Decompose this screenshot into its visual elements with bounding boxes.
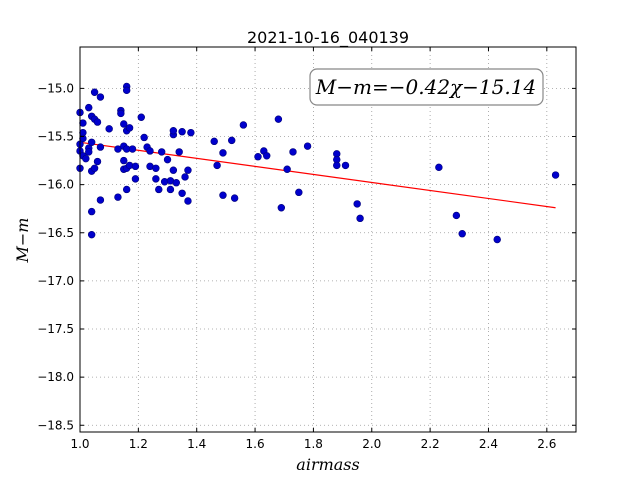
annotation-frame: [309, 68, 544, 106]
y-tick-label: −16.0: [37, 178, 74, 192]
data-point: [90, 164, 99, 172]
data-point: [178, 189, 186, 198]
data-point: [166, 185, 175, 194]
data-point: [93, 118, 102, 126]
data-point: [333, 161, 341, 170]
data-point: [551, 171, 560, 179]
data-point: [175, 148, 183, 156]
x-tick-label: 1.8: [304, 437, 323, 451]
chart-title: 2021-10-16_040139: [247, 28, 409, 48]
x-axis-label: airmass: [296, 455, 359, 474]
data-point: [169, 127, 178, 135]
y-axis-label: M−m: [13, 218, 32, 264]
data-point: [96, 143, 105, 151]
data-point: [254, 153, 262, 161]
data-point: [87, 138, 96, 146]
data-point: [289, 148, 297, 156]
data-point: [303, 142, 312, 150]
data-point: [187, 128, 195, 137]
data-point: [85, 103, 93, 112]
data-point: [353, 200, 361, 208]
data-point: [152, 164, 160, 172]
y-tick-label: −18.0: [37, 370, 74, 384]
data-point: [219, 149, 227, 157]
annotation-text: M−m=−0.42χ−15.14: [315, 75, 536, 99]
data-point: [114, 145, 122, 153]
data-point: [178, 128, 186, 136]
data-point: [85, 148, 93, 156]
data-point: [120, 120, 128, 128]
data-point: [219, 191, 227, 199]
data-point: [105, 125, 113, 133]
x-tick-label: 2.4: [479, 437, 498, 451]
y-tick-label: −18.5: [37, 418, 74, 432]
data-point: [125, 124, 134, 132]
plot-area: [80, 47, 576, 432]
y-tick-label: −15.5: [37, 130, 74, 144]
data-point: [181, 173, 189, 181]
grid: [79, 47, 576, 432]
data-point: [295, 188, 303, 197]
data-point: [184, 197, 192, 205]
data-point: [283, 165, 291, 173]
data-point: [137, 113, 145, 121]
data-point: [213, 161, 221, 170]
points-layer: [76, 82, 560, 244]
data-point: [172, 179, 180, 187]
plot-frame: [79, 46, 577, 433]
data-point: [263, 152, 271, 160]
data-point: [452, 211, 461, 220]
data-point: [131, 175, 140, 183]
x-tick-label: 2.2: [421, 437, 440, 451]
data-point: [230, 194, 239, 202]
data-point: [93, 157, 102, 166]
data-point: [169, 166, 178, 174]
x-tick-label: 1.2: [129, 437, 148, 451]
data-point: [117, 109, 125, 118]
y-tick-label: −16.5: [37, 226, 74, 240]
data-point: [435, 163, 443, 172]
x-tick-label: 1.6: [246, 437, 265, 451]
data-point: [152, 175, 160, 183]
x-tick-label: 2.0: [362, 437, 381, 451]
data-point: [120, 156, 128, 165]
x-tick-label: 1.0: [70, 437, 89, 451]
data-point: [228, 136, 236, 145]
data-point: [163, 155, 172, 164]
data-point: [79, 119, 87, 127]
data-point: [274, 115, 283, 123]
data-point: [114, 193, 122, 201]
x-tick-label: 2.6: [537, 437, 556, 451]
data-point: [122, 185, 131, 194]
data-point: [155, 185, 163, 194]
data-point: [122, 86, 131, 95]
ticks: 1.0 1.2 1.4 1.6 1.8 2.0 2.2 2.4 2.6 −15.0 −15.5 −16…: [37, 47, 576, 451]
data-point: [131, 162, 140, 171]
data-point: [184, 166, 192, 174]
y-tick-label: −15.0: [37, 81, 74, 95]
data-point: [493, 235, 501, 244]
data-point: [239, 121, 248, 129]
data-point: [146, 147, 154, 155]
annotation-box: M−m=−0.42χ−15.14: [309, 68, 544, 106]
y-tick-label: −17.5: [37, 322, 74, 336]
data-point: [356, 214, 364, 223]
data-point: [96, 196, 105, 204]
data-point: [210, 137, 218, 146]
data-point: [341, 161, 350, 170]
data-point: [96, 93, 105, 101]
data-point: [140, 133, 148, 142]
data-point: [90, 88, 99, 96]
y-tick-label: −17.0: [37, 274, 74, 288]
data-point: [277, 204, 286, 212]
data-point: [458, 230, 466, 238]
data-point: [87, 230, 96, 239]
data-point: [157, 148, 166, 156]
x-tick-label: 1.4: [187, 437, 206, 451]
data-point: [128, 145, 137, 153]
data-point: [87, 207, 96, 216]
data-point: [82, 154, 90, 163]
